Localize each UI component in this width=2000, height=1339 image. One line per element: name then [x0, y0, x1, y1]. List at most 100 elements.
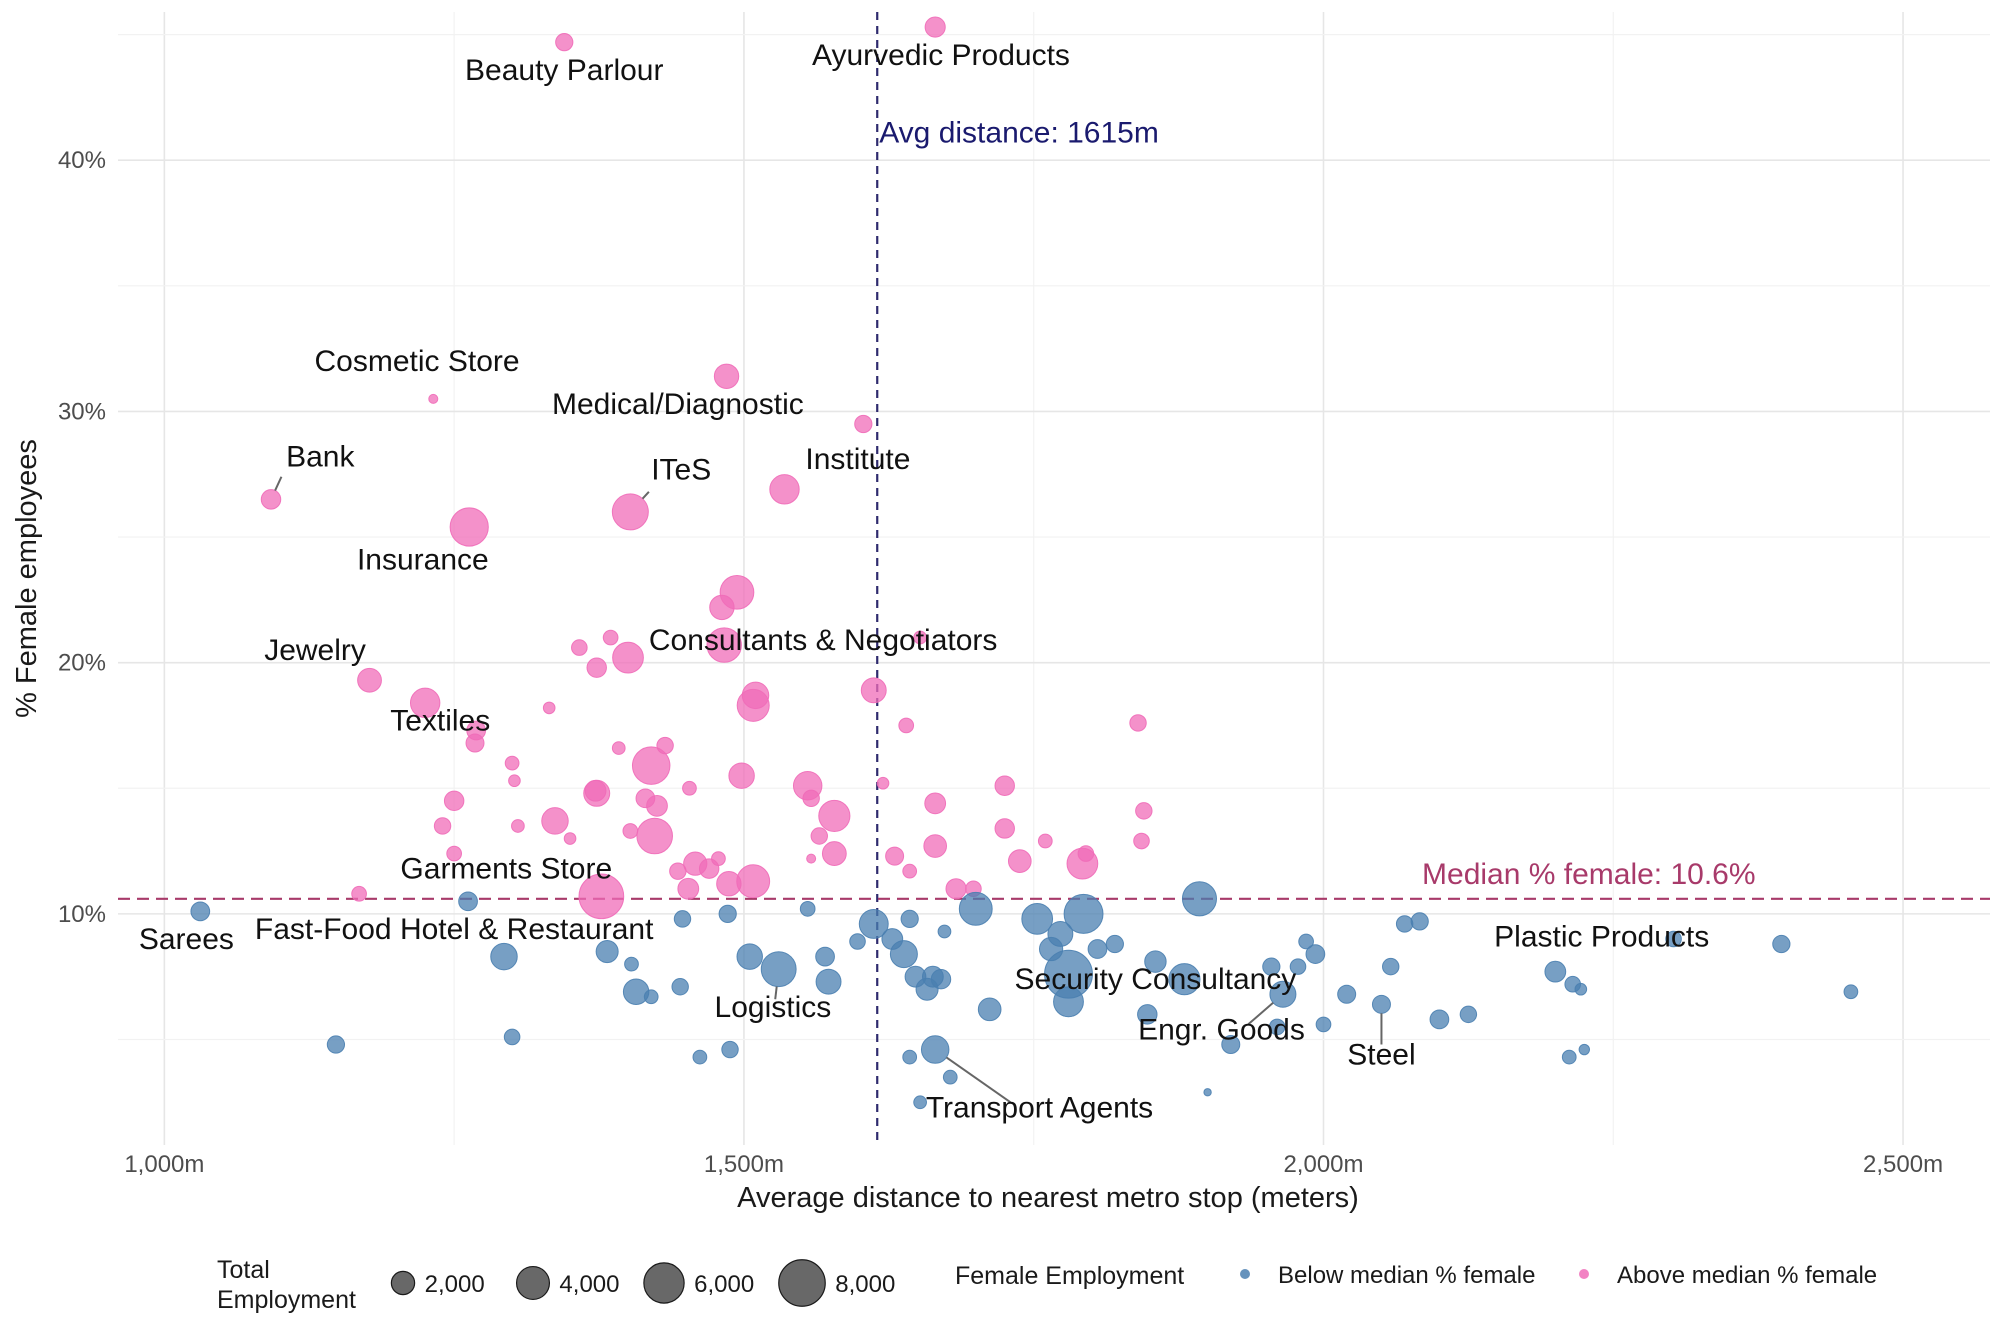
point-above-median: [586, 657, 607, 678]
point-above-median: [716, 871, 742, 897]
legend-size-label: 2,000: [425, 1271, 485, 1298]
point-label-jewelry: Jewelry: [264, 634, 366, 667]
point-below-median: [1382, 957, 1400, 976]
point-below-median: [1221, 1035, 1241, 1055]
point-below-median: [1289, 958, 1307, 975]
point-below-median: [760, 951, 797, 988]
point-above-median: [924, 792, 947, 815]
point-below-median: [736, 943, 763, 970]
point-below-median: [643, 989, 659, 1005]
point-above-median: [446, 845, 462, 862]
point-below-median: [942, 1069, 958, 1085]
point-above-median: [913, 630, 927, 645]
point-below-median: [815, 946, 835, 967]
point-above-median: [578, 873, 625, 920]
point-above-median: [433, 817, 452, 835]
point-below-median: [190, 901, 211, 922]
point-below-median: [977, 997, 1002, 1022]
label-leader-line: [945, 1056, 1012, 1104]
point-above-median: [511, 819, 525, 833]
point-above-median: [409, 687, 441, 719]
label-leader-lines: [274, 476, 1383, 1104]
point-below-median: [1053, 986, 1084, 1018]
point-above-median: [636, 817, 673, 855]
median-female-label: Median % female: 10.6%: [1422, 858, 1756, 891]
point-above-median: [898, 717, 915, 734]
point-label-medical-diagnostic: Medical/Diagnostic: [552, 388, 804, 421]
point-above-median: [860, 677, 887, 704]
legend-color-title: Female Employment: [955, 1262, 1184, 1290]
point-above-median: [994, 818, 1015, 839]
point-above-median: [611, 493, 649, 531]
point-below-median: [958, 891, 993, 926]
point-label-cosmetic-store: Cosmetic Store: [315, 345, 520, 378]
point-below-median: [1063, 893, 1104, 934]
y-tick-label: 40%: [58, 147, 106, 174]
point-above-median: [945, 878, 967, 900]
point-label-fast-food-hotel-restaurant: Fast-Food Hotel & Restaurant: [255, 913, 654, 946]
point-above-median: [631, 746, 671, 785]
point-below-median: [1578, 1043, 1590, 1056]
point-below-median: [1395, 915, 1414, 933]
point-above-median: [443, 790, 465, 812]
point-below-median: [503, 1028, 521, 1046]
point-above-median: [1037, 833, 1053, 849]
legend-size-circle: [778, 1259, 826, 1307]
data-points: [190, 16, 1859, 1110]
point-above-median: [611, 741, 626, 755]
point-label-transport-agents: Transport Agents: [926, 1091, 1153, 1124]
point-below-median: [1105, 934, 1124, 954]
point-below-median: [1203, 1088, 1212, 1097]
point-below-median: [858, 908, 889, 939]
point-above-median: [351, 885, 367, 902]
point-below-median: [595, 940, 619, 964]
point-below-median: [458, 891, 478, 912]
point-above-median: [1133, 832, 1150, 850]
point-label-insurance: Insurance: [357, 544, 489, 577]
point-below-median: [815, 968, 842, 995]
point-label-sarees: Sarees: [139, 923, 234, 956]
point-above-median: [709, 594, 735, 621]
point-above-median: [1129, 714, 1147, 732]
point-above-median: [669, 862, 687, 880]
y-tick-label: 30%: [58, 398, 106, 425]
x-axis-title: Average distance to nearest metro stop (…: [737, 1182, 1359, 1214]
point-above-median: [612, 641, 644, 674]
point-above-median: [706, 627, 742, 663]
point-below-median: [913, 1095, 927, 1110]
point-above-median: [902, 863, 918, 879]
point-below-median: [721, 1040, 739, 1059]
point-label-textiles: Textiles: [390, 704, 490, 737]
point-label-institute: Institute: [805, 443, 910, 476]
legend-color-swatch: [1579, 1269, 1589, 1279]
point-label-security-consultancy: Security Consultancy: [1015, 963, 1297, 996]
point-below-median: [1459, 1005, 1478, 1024]
point-below-median: [1371, 994, 1391, 1014]
point-below-median: [1168, 963, 1201, 996]
point-below-median: [1544, 960, 1567, 983]
point-below-median: [1021, 903, 1054, 935]
avg-distance-label: Avg distance: 1615m: [879, 117, 1159, 150]
point-above-median: [635, 788, 656, 809]
point-above-median: [713, 363, 740, 389]
legend-size-title: Total: [217, 1256, 270, 1284]
point-below-median: [1337, 984, 1357, 1004]
legend-size-title-line2: Employment: [217, 1286, 356, 1314]
point-label-plastic-products: Plastic Products: [1494, 921, 1709, 954]
point-above-median: [736, 864, 771, 899]
point-labels: Beauty Parlour Ayurvedic Products Cosmetic…: [139, 39, 1709, 1125]
point-above-median: [802, 789, 820, 808]
legend-size-items: 2,000 4,000 6,000 8,000: [390, 1259, 895, 1307]
legend-size-circle: [390, 1270, 416, 1296]
point-below-median: [1772, 934, 1791, 954]
point-above-median: [821, 841, 847, 866]
point-below-median: [1574, 982, 1588, 996]
point-above-median: [876, 776, 890, 790]
point-below-median: [930, 968, 952, 990]
point-above-median: [924, 16, 946, 38]
point-above-median: [994, 775, 1015, 796]
point-above-median: [769, 474, 800, 505]
point-below-median: [1038, 936, 1064, 962]
